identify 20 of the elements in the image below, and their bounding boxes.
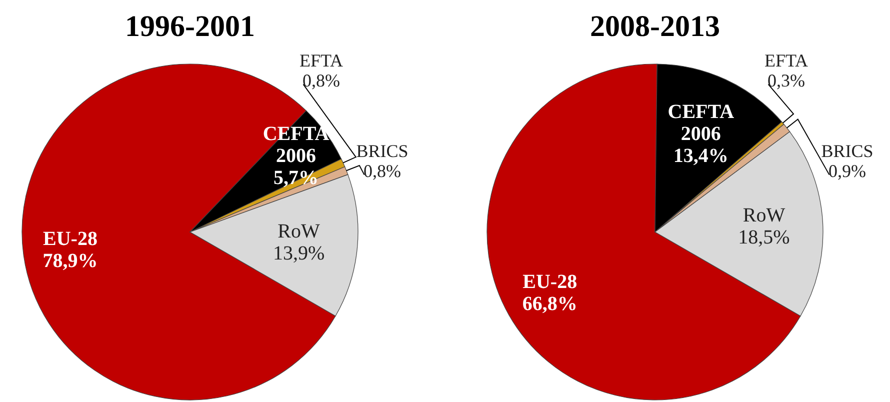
slice-label: RoW bbox=[742, 204, 786, 227]
data-label: 13,9% bbox=[272, 242, 325, 265]
slice-label: BRICS bbox=[356, 140, 408, 161]
data-label: 0,8% bbox=[302, 70, 340, 90]
data-label: 0,8% bbox=[364, 160, 402, 181]
data-label: 13,4% bbox=[673, 144, 728, 167]
chart-title: 1996-2001 bbox=[125, 10, 255, 43]
slice-label: EFTA bbox=[764, 50, 808, 70]
slice-label: RoW bbox=[278, 220, 320, 243]
data-label: 78,9% bbox=[42, 250, 98, 272]
data-label: 0,9% bbox=[828, 160, 866, 181]
slice-label: EU-28 bbox=[43, 228, 98, 250]
data-label: 0,3% bbox=[768, 70, 806, 90]
chart-title: 2008-2013 bbox=[590, 10, 720, 43]
slice-label: EFTA bbox=[299, 50, 344, 70]
slice-label: EU-28 bbox=[522, 270, 578, 293]
data-label: 18,5% bbox=[738, 226, 790, 249]
slice-label: BRICS bbox=[821, 140, 874, 161]
data-label: 66,8% bbox=[522, 292, 578, 315]
slice-label: CEFTA 2006 bbox=[668, 100, 735, 145]
